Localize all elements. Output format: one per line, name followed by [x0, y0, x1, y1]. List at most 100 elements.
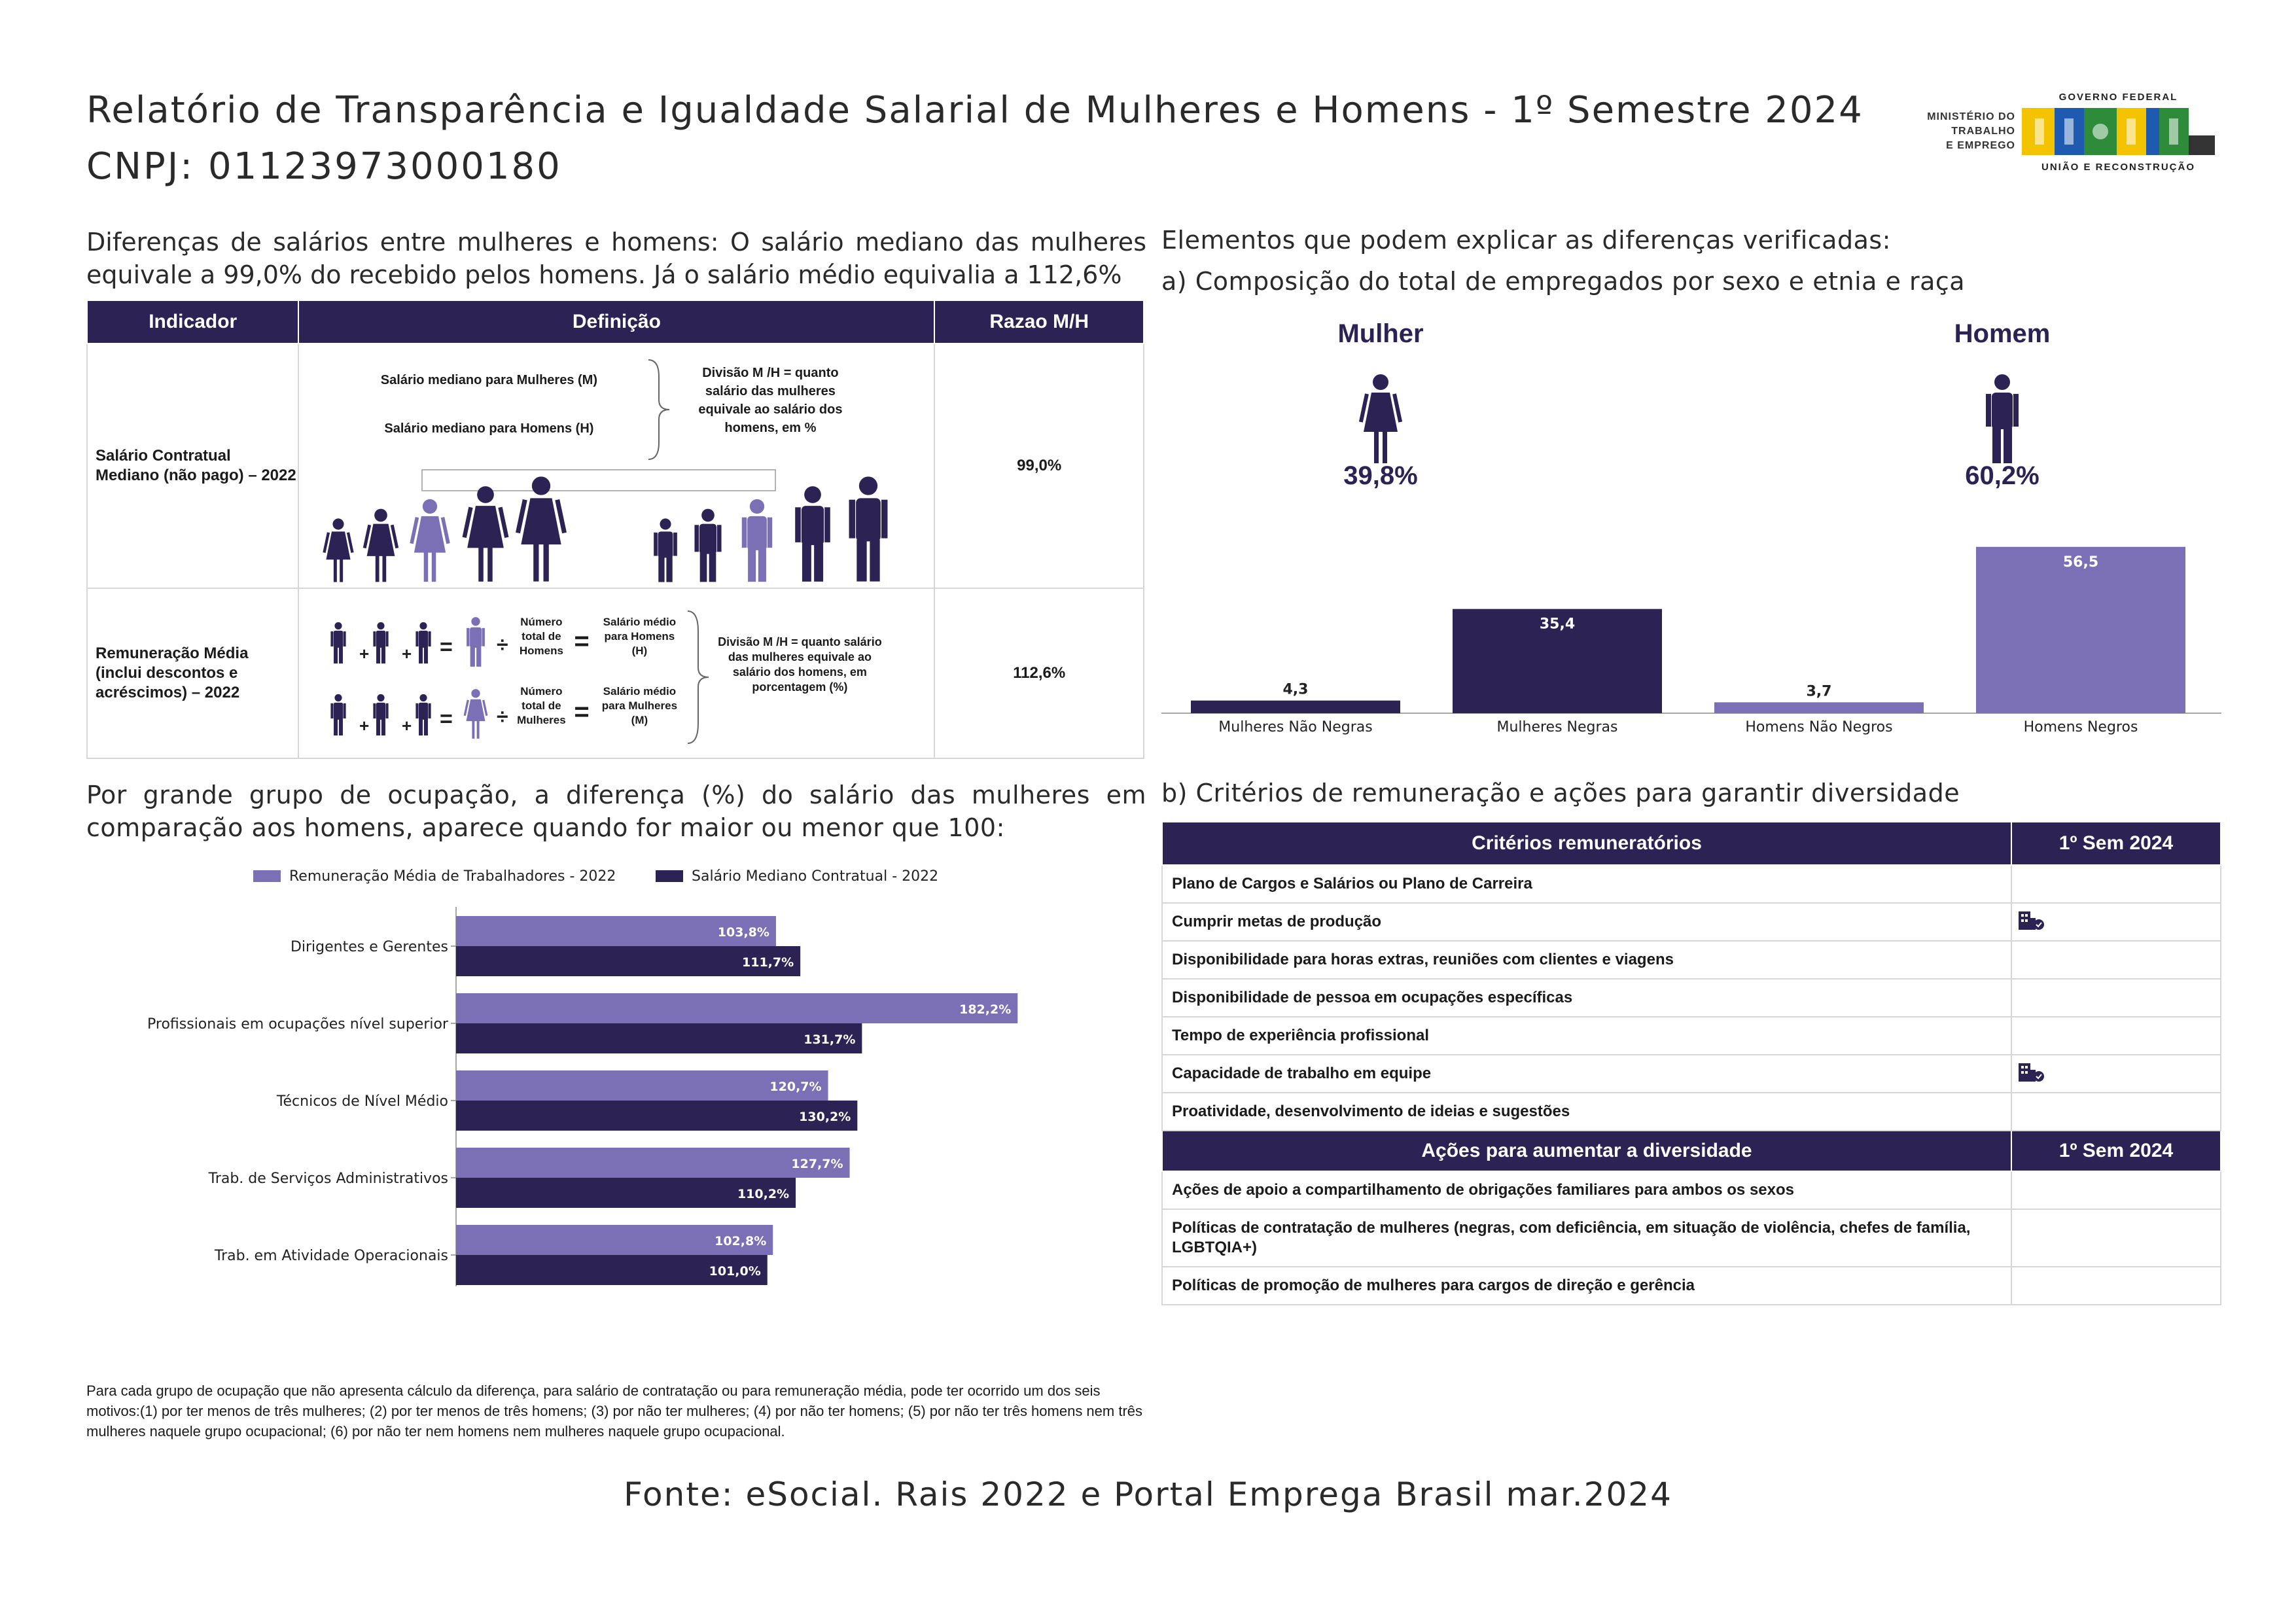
bar-value-label: 110,2%	[737, 1187, 789, 1201]
criteria-table: Critérios remuneratórios 1º Sem 2024 Pla…	[1161, 821, 2221, 1305]
women-percent: 39,8%	[1343, 461, 1418, 490]
avg-men-label: Salário médio para Homens (H)	[603, 616, 677, 657]
equals-icon-2: =	[574, 697, 590, 726]
ratio-1: 99,0%	[934, 343, 1144, 589]
section-a-title: a) Composição do total de empregados por…	[1161, 267, 1966, 296]
col-indicador: Indicador	[86, 300, 300, 344]
criteria-label: Plano de Cargos e Salários ou Plano de C…	[1161, 864, 2012, 904]
composition-bar	[1453, 609, 1662, 713]
bar-value-label: 101,0%	[709, 1264, 761, 1279]
indicator-2: Remuneração Média (inclui descontos e ac…	[86, 588, 300, 759]
criteria-row: Tempo de experiência profissional	[1161, 1016, 2221, 1055]
definition-2: + + = ÷ + + = ÷ Número total de Homens = Salár…	[298, 588, 936, 759]
person-result	[467, 617, 486, 667]
bar-remuneracao	[456, 1148, 850, 1178]
person-man-2	[742, 499, 773, 582]
person-man-1	[694, 508, 722, 582]
category-label: Trab. em Atividade Operacionais	[214, 1248, 448, 1264]
bar-remuneracao	[456, 1070, 828, 1101]
action-status	[2011, 1266, 2221, 1305]
person-woman-3	[462, 486, 509, 582]
right-title: Elementos que podem explicar as diferenç…	[1161, 226, 1891, 255]
indicator-table: Indicador Definição Razao M/H Salário Co…	[86, 300, 1144, 759]
category-label: Profissionais em ocupações nível superio…	[147, 1016, 449, 1033]
composition-value-label: 35,4	[1540, 616, 1575, 633]
bar-salario	[456, 946, 801, 976]
plus-icon: +	[359, 644, 369, 663]
bar-value-label: 131,7%	[804, 1033, 855, 1047]
bar-remuneracao	[456, 1225, 773, 1255]
composition-value-label: 4,3	[1283, 682, 1309, 698]
action-label: Políticas de contratação de mulheres (ne…	[1161, 1209, 2012, 1267]
action-row: Políticas de contratação de mulheres (ne…	[1161, 1209, 2221, 1267]
composition-bar	[1714, 702, 1924, 713]
legend-label-1: Salário Mediano Contratual - 2022	[692, 868, 938, 885]
gov-logo: GOVERNO FEDERAL UNIÃO E RECONSTRUÇÃO	[2022, 92, 2215, 183]
person-2	[415, 622, 432, 664]
criteria-status	[2011, 940, 2221, 980]
person-0	[330, 622, 347, 664]
occupation-title: Por grande grupo de ocupação, a diferenç…	[86, 781, 1146, 842]
occupation-footnote: Para cada grupo de ocupação que não apre…	[86, 1383, 1143, 1439]
col-definicao: Definição	[298, 300, 936, 344]
legend-swatch-0	[253, 870, 281, 882]
person-man-3	[795, 486, 831, 582]
actions-sem-header: 1º Sem 2024	[2011, 1130, 2221, 1172]
ministry-line-3: E EMPREGO	[1946, 140, 2015, 151]
person-0	[330, 694, 347, 736]
bar-remuneracao	[456, 916, 776, 946]
person-2	[415, 694, 432, 736]
composition-category-label: Homens Não Negros	[1745, 719, 1892, 735]
num-women-label: Número total de Mulheres	[517, 685, 566, 726]
actions-header: Ações para aumentar a diversidade	[1161, 1130, 2012, 1172]
brasil-wordmark-icon	[2022, 108, 2215, 155]
men-label: Homem	[1954, 319, 2051, 348]
criteria-status	[2011, 1054, 2221, 1093]
bar-value-label: 127,7%	[791, 1157, 843, 1171]
criteria-status	[2011, 864, 2221, 904]
men-percent: 60,2%	[1965, 461, 2040, 490]
criteria-status	[2011, 1092, 2221, 1131]
ministry-line-1: MINISTÉRIO DO	[1927, 111, 2015, 122]
def-men-label: Salário mediano para Homens (H)	[384, 421, 594, 436]
highlight-bracket	[421, 469, 777, 491]
bar-remuneracao	[456, 993, 1018, 1023]
equals-icon: =	[574, 627, 590, 656]
person-woman-1	[363, 508, 399, 582]
person-man-0	[654, 518, 678, 582]
bar-value-label: 182,2%	[959, 1002, 1011, 1017]
intro-text: Diferenças de salários entre mulheres e …	[86, 228, 1146, 289]
building-check-icon	[2019, 911, 2044, 930]
person-result	[463, 689, 488, 739]
cnpj: CNPJ: 01123973000180	[86, 145, 562, 188]
women-sum-icon: + + = ÷	[330, 689, 508, 739]
bar-value-label: 130,2%	[799, 1110, 851, 1124]
man-figure	[1986, 374, 2019, 463]
def-note-2: Divisão M /H = quanto salário das mulher…	[718, 635, 882, 694]
person-woman-2	[410, 499, 451, 582]
women-label: Mulher	[1337, 319, 1424, 348]
criteria-label: Disponibilidade de pessoa em ocupações e…	[1161, 978, 2012, 1017]
equals-icon: =	[440, 707, 453, 732]
ministry-logo: MINISTÉRIO DO TRABALHO E EMPREGO	[1858, 110, 2015, 153]
person-man-4	[849, 476, 888, 582]
bar-salario	[456, 1178, 796, 1208]
criteria-label: Disponibilidade para horas extras, reuni…	[1161, 940, 2012, 980]
occupation-bar-chart: Remuneração Média de Trabalhadores - 202…	[147, 868, 1018, 1286]
building-check-icon	[2019, 1063, 2044, 1082]
col-razao: Razao M/H	[934, 300, 1144, 344]
divide-icon: ÷	[497, 633, 508, 656]
criteria-row: Cumprir metas de produção	[1161, 902, 2221, 942]
category-label: Dirigentes e Gerentes	[291, 939, 448, 955]
composition-category-label: Homens Negros	[2024, 719, 2138, 735]
man-icon	[1986, 374, 2019, 463]
bar-value-label: 111,7%	[742, 955, 794, 970]
num-men-label: Número total de Homens	[519, 616, 563, 657]
legend-swatch-1	[656, 870, 683, 882]
composition-bar	[1976, 546, 2185, 713]
ministry-line-2: TRABALHO	[1951, 126, 2015, 137]
criteria-row: Proatividade, desenvolvimento de ideias …	[1161, 1092, 2221, 1131]
woman-figure	[1358, 374, 1403, 463]
legend-label-0: Remuneração Média de Trabalhadores - 202…	[289, 868, 616, 885]
person-1	[373, 694, 389, 736]
